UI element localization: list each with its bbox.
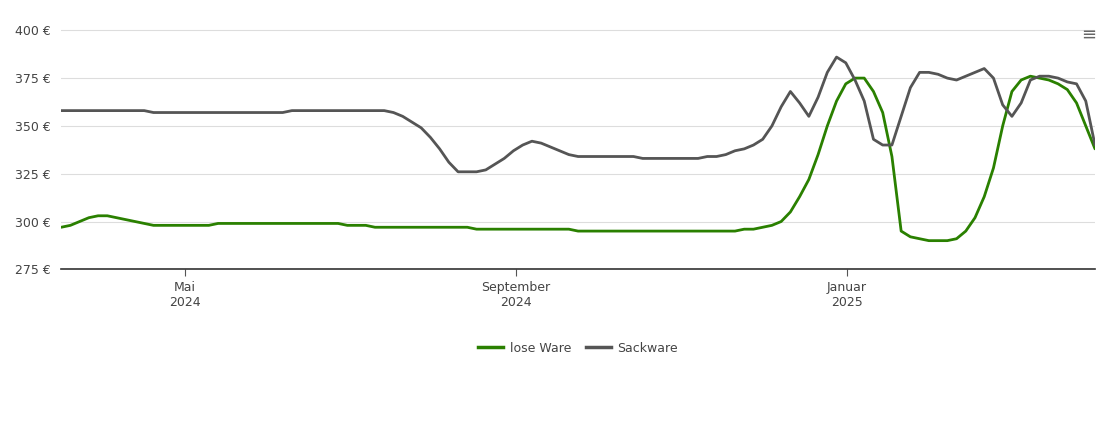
Text: ≡: ≡ [1081, 25, 1097, 44]
Legend: lose Ware, Sackware: lose Ware, Sackware [473, 337, 683, 360]
